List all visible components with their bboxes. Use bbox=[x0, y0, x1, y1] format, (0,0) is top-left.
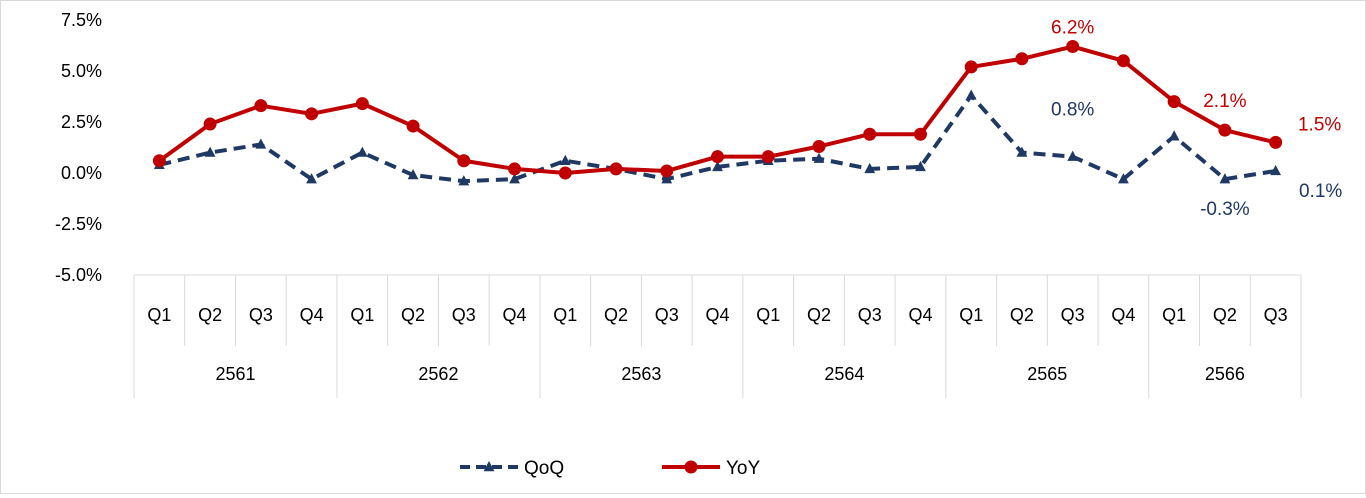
x-tick-label: Q1 bbox=[1162, 305, 1186, 325]
x-tick-label: Q2 bbox=[807, 305, 831, 325]
data-label-qoq: 0.1% bbox=[1299, 181, 1342, 202]
y-tick-label: -2.5% bbox=[55, 214, 102, 234]
data-point-yoy bbox=[711, 150, 724, 164]
data-point-qoq bbox=[1168, 130, 1180, 141]
data-label-qoq: 0.8% bbox=[1051, 100, 1094, 121]
data-point-yoy bbox=[254, 99, 268, 113]
data-point-yoy bbox=[152, 154, 166, 168]
data-point-qoq bbox=[1219, 173, 1231, 184]
x-tick-label: Q4 bbox=[908, 305, 932, 325]
data-point-yoy bbox=[1116, 54, 1130, 68]
data-point-yoy bbox=[964, 60, 978, 74]
x-tick-label: Q4 bbox=[705, 305, 729, 325]
x-tick-label: Q1 bbox=[147, 305, 171, 325]
data-labels-layer: 0.8% -0.3% 0.1% 6.2% 2.1% 1.5% bbox=[1051, 18, 1342, 221]
data-point-yoy bbox=[203, 117, 217, 131]
data-point-yoy bbox=[1066, 40, 1080, 54]
data-point-qoq bbox=[661, 173, 673, 184]
x-tick-label: Q3 bbox=[1264, 305, 1288, 325]
x-tick-label: Q1 bbox=[959, 305, 983, 325]
data-point-yoy bbox=[406, 119, 420, 133]
data-point-qoq bbox=[407, 169, 419, 180]
data-point-qoq bbox=[559, 154, 571, 165]
x-tick-label: Q4 bbox=[503, 305, 527, 325]
x-tick-label: Q2 bbox=[604, 305, 628, 325]
data-point-qoq bbox=[509, 173, 520, 184]
data-label-qoq: -0.3% bbox=[1200, 199, 1250, 220]
data-point-yoy bbox=[1167, 95, 1181, 109]
legend-marker-qoq bbox=[483, 461, 495, 472]
year-label: 2562 bbox=[418, 364, 458, 384]
data-point-qoq bbox=[1067, 150, 1079, 161]
legend-label-yoy: YoY bbox=[726, 458, 760, 479]
data-point-yoy bbox=[660, 164, 674, 178]
data-point-qoq bbox=[1270, 164, 1282, 176]
legend: QoQ YoY bbox=[460, 458, 760, 479]
data-point-qoq bbox=[1016, 146, 1028, 157]
x-tick-label: Q2 bbox=[401, 305, 425, 325]
x-tick-label: Q2 bbox=[1010, 305, 1034, 325]
data-point-yoy bbox=[812, 139, 826, 153]
data-point-yoy bbox=[1218, 123, 1232, 137]
data-point-qoq bbox=[965, 89, 977, 100]
data-point-qoq bbox=[915, 160, 926, 172]
data-point-yoy bbox=[508, 162, 522, 176]
legend-label-qoq: QoQ bbox=[524, 458, 564, 479]
x-tick-label: Q4 bbox=[300, 305, 324, 325]
x-tick-label: Q3 bbox=[1061, 305, 1085, 325]
data-label-yoy: 2.1% bbox=[1203, 91, 1246, 112]
data-point-yoy bbox=[1269, 135, 1283, 149]
x-tick-label: Q1 bbox=[350, 305, 374, 325]
x-tick-label: Q1 bbox=[756, 305, 780, 325]
data-point-yoy bbox=[558, 166, 572, 180]
y-tick-label: 5.0% bbox=[61, 61, 102, 81]
year-label: 2561 bbox=[215, 364, 255, 384]
x-tick-label: Q3 bbox=[452, 305, 476, 325]
data-label-yoy: 6.2% bbox=[1051, 18, 1094, 39]
data-point-yoy bbox=[1015, 52, 1029, 66]
data-point-qoq bbox=[458, 175, 470, 186]
x-tick-label: Q3 bbox=[858, 305, 882, 325]
x-tick-label: Q4 bbox=[1111, 305, 1135, 325]
data-point-qoq bbox=[864, 162, 876, 174]
data-point-yoy bbox=[609, 162, 623, 176]
x-tick-label: Q2 bbox=[1213, 305, 1237, 325]
data-point-qoq bbox=[1118, 173, 1129, 184]
y-tick-label: -5.0% bbox=[55, 265, 102, 285]
legend-marker-yoy bbox=[684, 460, 698, 474]
data-point-yoy bbox=[355, 97, 369, 111]
x-tick-label: Q1 bbox=[553, 305, 577, 325]
data-point-qoq bbox=[356, 146, 368, 157]
data-point-yoy bbox=[457, 154, 471, 168]
y-tick-label: 0.0% bbox=[61, 163, 102, 183]
year-label: 2566 bbox=[1205, 364, 1245, 384]
data-point-yoy bbox=[863, 127, 877, 141]
data-point-qoq bbox=[712, 160, 723, 172]
year-label: 2565 bbox=[1027, 364, 1067, 384]
x-tick-label: Q3 bbox=[655, 305, 679, 325]
y-tick-label: 7.5% bbox=[61, 10, 102, 30]
data-point-yoy bbox=[761, 150, 775, 164]
data-point-qoq bbox=[204, 146, 216, 157]
series-layer bbox=[152, 40, 1283, 186]
data-point-yoy bbox=[913, 127, 927, 141]
data-point-qoq bbox=[813, 152, 825, 163]
x-tick-label: Q2 bbox=[198, 305, 222, 325]
year-label: 2563 bbox=[621, 364, 661, 384]
y-tick-label: 2.5% bbox=[61, 112, 102, 132]
series-line-qoq bbox=[158, 93, 1276, 184]
data-point-qoq bbox=[255, 138, 267, 149]
data-point-qoq bbox=[306, 173, 317, 184]
x-tick-label: Q3 bbox=[249, 305, 273, 325]
data-point-yoy bbox=[305, 107, 319, 121]
data-label-yoy: 1.5% bbox=[1298, 114, 1341, 135]
year-label: 2564 bbox=[824, 364, 864, 384]
axes-layer: 7.5% 5.0% 2.5% 0.0% -2.5% -5.0% Q1 Q2 Q3 Q4 Q1 Q2 Q3… bbox=[55, 10, 1302, 398]
